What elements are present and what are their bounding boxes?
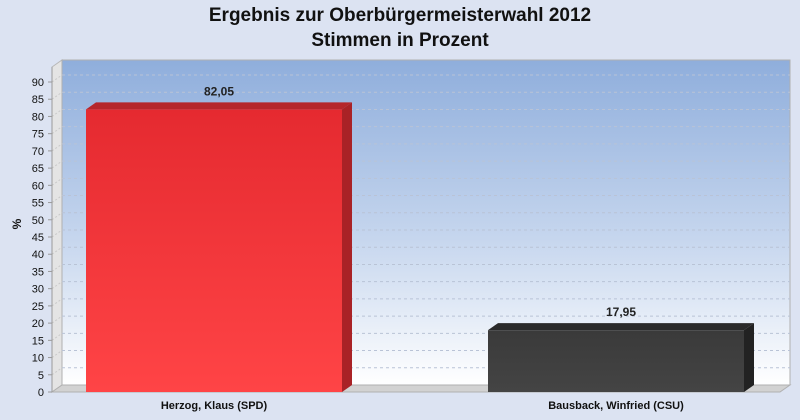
chart-subtitle: Stimmen in Prozent	[311, 30, 489, 51]
y-tick-label: 10	[32, 353, 44, 365]
y-tick-label: 60	[32, 180, 44, 192]
bar-2-top	[488, 323, 754, 331]
y-tick-label: 35	[32, 266, 44, 278]
bar-2-side	[744, 323, 754, 392]
bar-1-front	[86, 109, 342, 392]
y-tick-label: 20	[32, 318, 44, 330]
y-tick-label: 45	[32, 232, 44, 244]
y-axis-label: %	[10, 218, 24, 229]
chart-title-block: Ergebnis zur Oberbürgermeisterwahl 2012 …	[0, 3, 800, 53]
y-tick-label: 50	[32, 215, 44, 227]
y-tick-label: 0	[38, 387, 44, 399]
y-tick-label: 70	[32, 146, 44, 158]
y-tick-label: 5	[38, 370, 44, 382]
x-category-label: Herzog, Klaus (SPD)	[161, 400, 268, 412]
y-tick-label: 75	[32, 129, 44, 141]
bar-value-label: 82,05	[204, 84, 234, 98]
y-tick-label: 25	[32, 301, 44, 313]
bar-2-front	[488, 330, 744, 392]
y-tick-label: 40	[32, 249, 44, 261]
bar-1-side	[342, 102, 352, 392]
y-tick-label: 15	[32, 335, 44, 347]
y-tick-label: 90	[32, 77, 44, 89]
y-tick-label: 80	[32, 111, 44, 123]
y-tick-label: 55	[32, 198, 44, 210]
bar-value-label: 17,95	[606, 305, 636, 319]
bar-1-top	[86, 102, 352, 110]
x-category-label: Bausback, Winfried (CSU)	[548, 400, 684, 412]
y-tick-label: 85	[32, 94, 44, 106]
y-tick-label: 30	[32, 284, 44, 296]
plot-side-wall	[51, 59, 63, 393]
chart-title: Ergebnis zur Oberbürgermeisterwahl 2012	[208, 5, 592, 26]
y-tick-label: 65	[32, 163, 44, 175]
